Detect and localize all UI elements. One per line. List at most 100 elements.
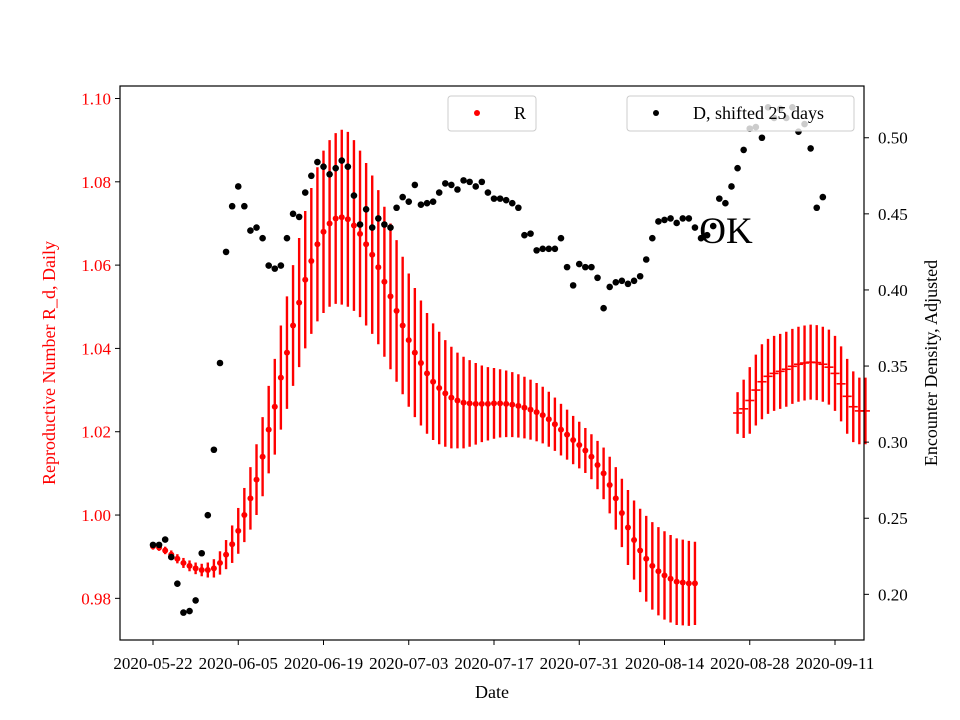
d-point xyxy=(289,210,297,218)
d-point xyxy=(490,195,498,202)
d-point xyxy=(174,580,181,587)
d-point xyxy=(600,304,607,312)
d-point xyxy=(247,227,254,234)
x-tick-label: 2020-06-19 xyxy=(284,654,363,673)
r-point xyxy=(417,360,424,366)
d-point xyxy=(429,198,437,205)
r-point xyxy=(424,370,431,377)
r-point xyxy=(515,402,522,409)
r-point xyxy=(484,400,491,407)
d-point xyxy=(527,230,534,237)
r-point xyxy=(344,216,351,223)
r-point xyxy=(436,384,443,391)
x-tick-label: 2020-08-28 xyxy=(710,654,789,673)
d-point xyxy=(265,262,272,269)
d-point xyxy=(332,164,339,172)
r-point xyxy=(649,562,656,569)
x-tick-label: 2020-07-03 xyxy=(369,654,448,673)
d-point xyxy=(454,186,461,193)
plot-frame xyxy=(119,85,865,641)
y-left-tick-label: 1.08 xyxy=(81,173,111,192)
r-point xyxy=(551,421,558,428)
d-point xyxy=(594,274,601,282)
d-point xyxy=(673,219,680,227)
x-tick-label: 2020-09-11 xyxy=(796,654,875,673)
d-point xyxy=(362,205,370,213)
d-point xyxy=(308,172,315,180)
r-point xyxy=(491,400,497,407)
d-point xyxy=(649,234,656,242)
r-point xyxy=(521,404,528,411)
y-axis-right-label: Encounter Density, Adjusted xyxy=(921,260,941,466)
y-right-tick-label: 0.30 xyxy=(878,433,908,452)
d-point xyxy=(557,234,565,242)
r-point xyxy=(557,426,564,433)
r-point xyxy=(661,572,668,579)
legend-r-box xyxy=(447,95,537,132)
r-point xyxy=(350,222,357,229)
d-point xyxy=(697,234,705,242)
r-point xyxy=(332,215,339,222)
d-point xyxy=(612,279,620,286)
d-point xyxy=(356,221,364,228)
d-point xyxy=(435,189,443,196)
d-point xyxy=(314,158,321,166)
r-point xyxy=(271,403,278,410)
r-point xyxy=(216,559,223,566)
r-point xyxy=(405,337,412,344)
d-point xyxy=(411,181,419,189)
r-point xyxy=(247,495,254,502)
y-left-tick-label: 1.06 xyxy=(81,256,111,275)
r-point xyxy=(612,495,619,502)
r-point xyxy=(466,400,473,407)
d-point xyxy=(441,180,449,187)
r-point xyxy=(545,416,552,423)
r-point xyxy=(594,462,601,469)
r-point xyxy=(375,264,382,271)
d-point xyxy=(685,215,693,222)
d-point xyxy=(277,262,285,269)
r-point xyxy=(478,400,485,407)
y-left-tick-label: 1.00 xyxy=(81,506,111,525)
d-point xyxy=(423,199,431,207)
d-point xyxy=(283,234,291,242)
d-point xyxy=(204,511,212,519)
r-point xyxy=(673,578,680,585)
r-point xyxy=(679,579,686,586)
d-point xyxy=(575,260,583,268)
d-point xyxy=(740,146,747,154)
d-point xyxy=(588,263,595,271)
r-point xyxy=(253,476,260,483)
d-point xyxy=(375,215,382,222)
d-point xyxy=(734,164,741,172)
d-point xyxy=(502,196,510,204)
r-point xyxy=(624,524,631,531)
r-point xyxy=(363,241,370,248)
d-point xyxy=(655,218,662,225)
d-point xyxy=(222,248,230,256)
d-point xyxy=(198,549,206,557)
r-point xyxy=(277,374,284,381)
d-point xyxy=(180,609,187,616)
y-right-tick-label: 0.20 xyxy=(878,585,908,604)
d-point xyxy=(667,215,674,222)
y-left-tick-label: 0.98 xyxy=(81,589,111,608)
d-point xyxy=(241,202,248,210)
d-point xyxy=(679,215,687,222)
d-point xyxy=(722,199,729,207)
d-point xyxy=(271,265,279,272)
d-point xyxy=(703,231,711,239)
r-point xyxy=(381,278,388,285)
y-left-tick-label: 1.02 xyxy=(81,423,111,442)
d-point xyxy=(326,170,333,178)
r-point xyxy=(357,230,364,237)
y-left-tick-label: 1.04 xyxy=(81,339,111,358)
d-point xyxy=(728,183,735,190)
d-point xyxy=(539,245,547,253)
d-point xyxy=(393,204,400,212)
legend-d-label: D, shifted 25 days xyxy=(693,103,824,123)
d-point xyxy=(606,283,613,291)
d-point xyxy=(186,607,193,615)
r-point xyxy=(241,512,248,519)
